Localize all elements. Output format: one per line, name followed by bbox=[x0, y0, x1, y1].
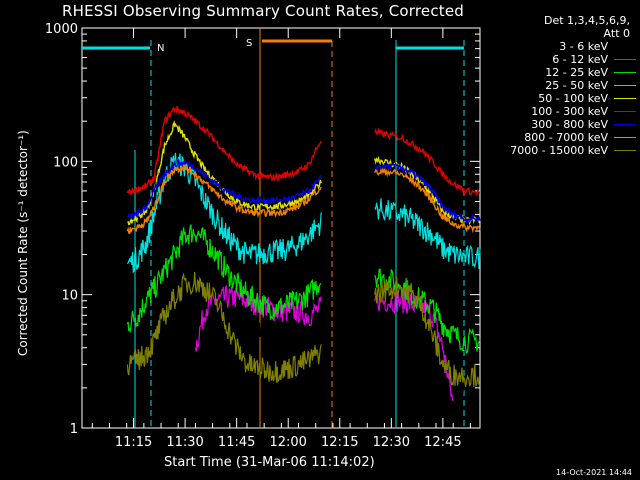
legend-entries: 3 - 6 keV 6 - 12 keV 12 - 25 keV 25 - 50 ke… bbox=[488, 40, 638, 157]
plot-area: 1 10 100 1000 11:15 11:30 11:45 12:00 12:15 12:30… bbox=[45, 22, 481, 450]
legend-label: 3 - 6 keV bbox=[559, 40, 608, 53]
legend-label: 100 - 300 keV bbox=[531, 105, 608, 118]
legend-label: 50 - 100 keV bbox=[538, 92, 608, 105]
legend-swatch bbox=[614, 59, 636, 60]
legend-swatch bbox=[614, 111, 636, 112]
legend-swatch bbox=[614, 72, 636, 73]
legend-header-line2: Att 0 bbox=[603, 27, 630, 40]
legend-swatch bbox=[614, 150, 636, 151]
series-line-8 bbox=[374, 276, 481, 387]
series-line-0 bbox=[205, 315, 322, 401]
timestamp: 14-Oct-2021 14:44 bbox=[556, 468, 632, 477]
series-line-6 bbox=[374, 161, 481, 225]
legend-entry: 800 - 7000 keV bbox=[488, 131, 638, 144]
legend-entry: 300 - 800 keV bbox=[488, 118, 638, 131]
series-line-8 bbox=[126, 271, 322, 384]
legend-swatch bbox=[614, 46, 636, 47]
chart-title: RHESSI Observing Summary Count Rates, Co… bbox=[62, 2, 465, 20]
series-line-5 bbox=[374, 127, 481, 197]
legend-entry: 25 - 50 keV bbox=[488, 79, 638, 92]
legend-header-line1: Det 1,3,4,5,6,9, bbox=[543, 14, 630, 27]
series-line-7 bbox=[374, 167, 481, 234]
legend-entry: 7000 - 15000 keV bbox=[488, 144, 638, 157]
legend-entry: 6 - 12 keV bbox=[488, 53, 638, 66]
x-tick-label: 12:45 bbox=[424, 435, 461, 450]
series-line-4 bbox=[374, 155, 481, 226]
series-line-2 bbox=[126, 224, 322, 334]
y-tick-label: 100 bbox=[53, 155, 78, 170]
legend-entry: 3 - 6 keV bbox=[488, 40, 638, 53]
legend-entry: 50 - 100 keV bbox=[488, 92, 638, 105]
legend-label: 300 - 800 keV bbox=[531, 118, 608, 131]
series-line-3 bbox=[374, 198, 481, 269]
legend: Det 1,3,4,5,6,9, Att 0 3 - 6 keV 6 - 12 k… bbox=[488, 14, 638, 157]
legend-entry: 100 - 300 keV bbox=[488, 105, 638, 118]
x-tick-label: 11:15 bbox=[115, 435, 152, 450]
legend-entry: 12 - 25 keV bbox=[488, 66, 638, 79]
annotation-n: N bbox=[157, 43, 164, 54]
y-tick-label: 1000 bbox=[45, 22, 78, 37]
series-line-1 bbox=[194, 284, 322, 352]
series-line-6 bbox=[127, 157, 322, 221]
annotation-s: S bbox=[246, 38, 252, 49]
x-tick-label: 12:15 bbox=[321, 435, 358, 450]
y-tick-label: 10 bbox=[61, 289, 78, 304]
legend-swatch bbox=[614, 85, 636, 86]
x-tick-label: 12:00 bbox=[269, 435, 306, 450]
y-tick-label: 1 bbox=[70, 422, 78, 437]
series-line-3 bbox=[126, 152, 322, 274]
legend-label: 25 - 50 keV bbox=[545, 79, 608, 92]
y-axis-label: Corrected Count Rate (s⁻¹ detector⁻¹) bbox=[16, 130, 30, 356]
series-line-5 bbox=[126, 106, 322, 198]
legend-label: 7000 - 15000 keV bbox=[510, 144, 608, 157]
legend-label: 12 - 25 keV bbox=[545, 66, 608, 79]
legend-swatch bbox=[614, 98, 636, 99]
series-line-0 bbox=[401, 320, 467, 399]
series-line-7 bbox=[126, 163, 322, 235]
x-tick-label: 11:45 bbox=[218, 435, 255, 450]
legend-label: 800 - 7000 keV bbox=[524, 131, 608, 144]
x-axis-label: Start Time (31-Mar-06 11:14:02) bbox=[164, 455, 375, 470]
legend-swatch bbox=[614, 137, 636, 138]
legend-swatch bbox=[614, 124, 636, 125]
x-tick-label: 11:30 bbox=[166, 435, 203, 450]
legend-label: 6 - 12 keV bbox=[552, 53, 608, 66]
x-tick-label: 12:30 bbox=[373, 435, 410, 450]
